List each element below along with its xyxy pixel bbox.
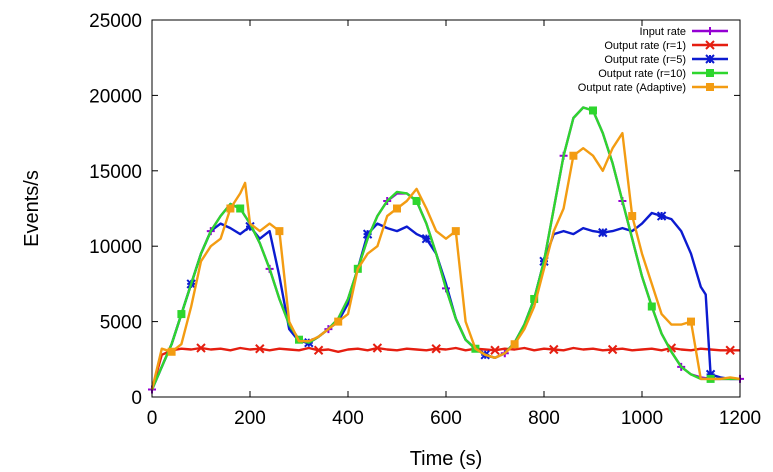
data-point-marker bbox=[628, 212, 637, 221]
data-point-marker bbox=[589, 106, 597, 115]
data-point-marker bbox=[706, 69, 714, 77]
y-tick-label: 25000 bbox=[89, 11, 142, 32]
data-point-marker bbox=[393, 204, 401, 213]
legend-label: Output rate (r=1) bbox=[604, 40, 686, 52]
data-point-marker bbox=[687, 317, 695, 326]
series-line bbox=[150, 346, 740, 390]
x-tick-label: 1200 bbox=[719, 408, 761, 429]
y-axis-title: Events/s bbox=[21, 170, 43, 247]
y-axis-ticks: 0 5000 10000 15000 20000 25000 bbox=[89, 11, 740, 409]
data-point-marker bbox=[196, 343, 206, 353]
series-5 bbox=[150, 131, 741, 390]
x-axis-ticks: 0 200 400 600 800 1000 1200 bbox=[147, 20, 761, 429]
data-point-marker bbox=[656, 211, 667, 221]
data-point-marker bbox=[431, 344, 441, 354]
y-tick-label: 5000 bbox=[100, 313, 142, 334]
data-point-marker bbox=[236, 204, 245, 213]
data-point-marker bbox=[549, 344, 559, 355]
series-layer bbox=[148, 106, 744, 394]
data-point-marker bbox=[530, 294, 539, 303]
data-point-marker bbox=[510, 340, 519, 349]
series-2 bbox=[150, 343, 740, 390]
legend-label: Output rate (Adaptive) bbox=[578, 82, 686, 94]
data-point-marker bbox=[607, 344, 618, 355]
legend-label: Output rate (r=5) bbox=[604, 54, 686, 66]
data-point-marker bbox=[334, 317, 343, 326]
data-point-marker bbox=[313, 345, 324, 355]
x-axis-title: Time (s) bbox=[410, 448, 483, 470]
x-tick-label: 1000 bbox=[621, 408, 663, 429]
data-point-marker bbox=[705, 54, 715, 64]
data-point-marker bbox=[705, 369, 716, 380]
data-point-marker bbox=[245, 221, 255, 232]
data-point-marker bbox=[255, 344, 265, 354]
data-point-marker bbox=[706, 83, 714, 91]
y-tick-label: 20000 bbox=[89, 86, 142, 107]
data-point-marker bbox=[647, 302, 656, 311]
legend-label: Input rate bbox=[640, 26, 686, 38]
x-tick-label: 800 bbox=[528, 408, 560, 429]
data-point-marker bbox=[569, 151, 578, 160]
series-line bbox=[150, 131, 741, 390]
data-point-marker bbox=[412, 196, 421, 205]
data-point-marker bbox=[177, 310, 186, 319]
data-point-marker bbox=[362, 229, 373, 239]
y-tick-label: 0 bbox=[131, 388, 142, 409]
data-point-marker bbox=[490, 345, 500, 355]
x-tick-label: 400 bbox=[332, 408, 364, 429]
legend: Input rate Output rate (r=1) Output rate (… bbox=[578, 26, 728, 94]
x-tick-label: 200 bbox=[234, 408, 266, 429]
data-point-marker bbox=[706, 27, 714, 35]
data-point-marker bbox=[598, 227, 608, 238]
data-point-marker bbox=[275, 227, 284, 236]
y-tick-label: 10000 bbox=[89, 237, 142, 258]
data-point-marker bbox=[725, 345, 735, 355]
data-point-marker bbox=[226, 204, 235, 213]
x-tick-label: 600 bbox=[430, 408, 462, 429]
data-point-marker bbox=[451, 227, 460, 236]
x-tick-label: 0 bbox=[147, 408, 158, 429]
data-point-marker bbox=[421, 233, 432, 244]
legend-label: Output rate (r=10) bbox=[598, 68, 686, 80]
data-point-marker bbox=[167, 347, 176, 356]
y-tick-label: 15000 bbox=[89, 162, 142, 183]
data-point-marker bbox=[372, 343, 383, 353]
data-point-marker bbox=[705, 40, 715, 50]
